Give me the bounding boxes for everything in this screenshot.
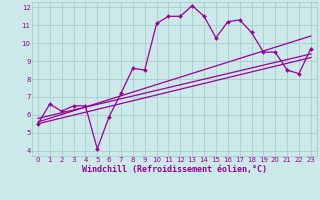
X-axis label: Windchill (Refroidissement éolien,°C): Windchill (Refroidissement éolien,°C) xyxy=(82,165,267,174)
